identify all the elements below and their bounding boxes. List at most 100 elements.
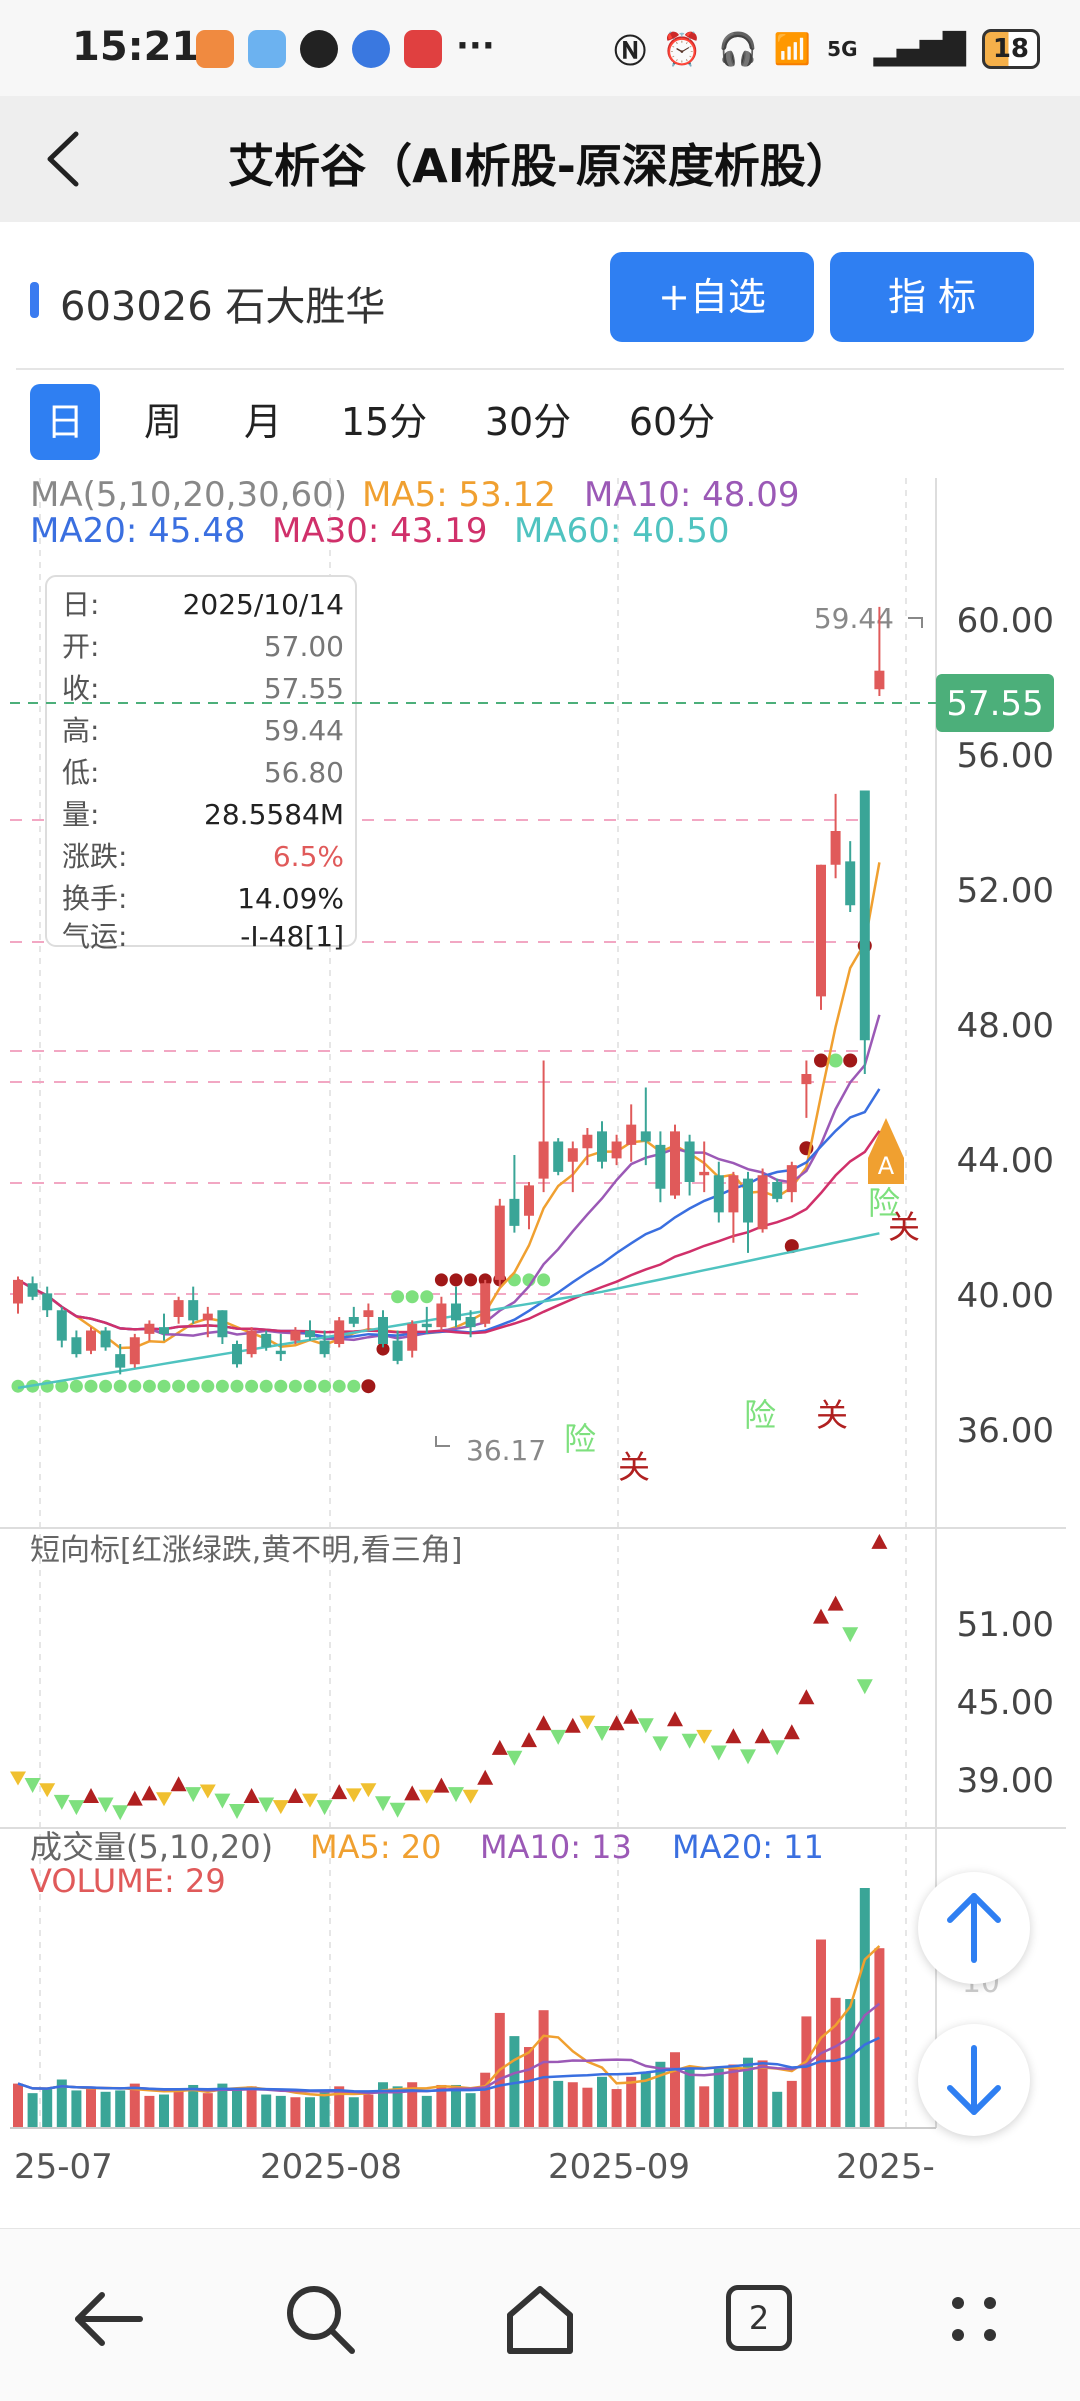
nav-home-icon[interactable] bbox=[490, 2269, 590, 2369]
short-indicator-triangle bbox=[141, 1785, 158, 1801]
risk-dot bbox=[245, 1379, 259, 1393]
volume-bar bbox=[801, 2016, 812, 2128]
volume-bar bbox=[772, 2091, 783, 2128]
nav-back-icon[interactable] bbox=[58, 2269, 158, 2369]
info-value: 14.09% bbox=[237, 882, 344, 915]
current-price-tag-bg bbox=[936, 674, 1054, 732]
nav-menu-icon[interactable] bbox=[924, 2269, 1024, 2369]
candle-body bbox=[42, 1293, 53, 1311]
short-indicator-triangle bbox=[754, 1728, 771, 1744]
info-key: 气运: bbox=[62, 920, 127, 953]
current-price-tag: 57.55 bbox=[946, 684, 1043, 724]
status-right: Ⓝ ⏰ 🎧 📶 5G ▂▄▆█ 18 bbox=[614, 26, 1040, 72]
indicator-button[interactable]: 指 标 bbox=[830, 252, 1034, 342]
volume-bar bbox=[392, 2086, 403, 2128]
close-dot bbox=[376, 1342, 390, 1356]
tab-15min[interactable]: 15分 bbox=[340, 400, 428, 444]
candle-body bbox=[684, 1141, 695, 1182]
info-key: 涨跌: bbox=[62, 840, 127, 873]
candle-body bbox=[305, 1330, 315, 1338]
short-indicator-triangle bbox=[769, 1740, 786, 1756]
qq-icon bbox=[300, 30, 338, 68]
volume-bar bbox=[743, 2057, 753, 2128]
wifi-icon: 📶 bbox=[773, 31, 812, 67]
arrow-up-icon bbox=[947, 1893, 1001, 1963]
tab-day[interactable]: 日 bbox=[30, 384, 100, 460]
risk-dot bbox=[201, 1379, 215, 1393]
short-indicator-triangle bbox=[418, 1789, 435, 1804]
volume-bar bbox=[202, 2093, 213, 2128]
risk-dot bbox=[113, 1379, 127, 1393]
volume-bar bbox=[699, 2086, 710, 2128]
ma10-legend: MA10: 48.09 bbox=[584, 475, 799, 515]
short-indicator-label: 短向标[红涨绿跌,黄不明,看三角] bbox=[30, 1533, 462, 1568]
candle-body bbox=[13, 1279, 23, 1304]
short-indicator-triangle bbox=[375, 1796, 391, 1812]
volume-bar bbox=[582, 2087, 593, 2128]
candle-body bbox=[217, 1310, 228, 1338]
candle-body bbox=[743, 1178, 753, 1223]
short-indicator-triangle bbox=[83, 1788, 99, 1803]
tab-60min[interactable]: 60分 bbox=[628, 400, 716, 444]
volume-bar bbox=[334, 2086, 345, 2128]
volume-bar bbox=[538, 2010, 549, 2128]
candle-body bbox=[363, 1310, 374, 1317]
ma30-line bbox=[17, 1130, 881, 1335]
candle-body bbox=[71, 1337, 82, 1355]
ma20-legend: MA20: 45.48 bbox=[30, 511, 245, 551]
close-dot bbox=[361, 1379, 376, 1394]
network-type: 5G bbox=[827, 37, 858, 61]
short-indicator-series bbox=[10, 1533, 888, 1821]
scroll-up-button[interactable] bbox=[918, 1872, 1030, 1984]
candle-body bbox=[567, 1148, 578, 1162]
risk-dot bbox=[11, 1379, 25, 1393]
candle-body bbox=[480, 1283, 491, 1324]
volume-bar bbox=[655, 2061, 666, 2128]
volume-bar bbox=[611, 2089, 622, 2128]
info-box: 日: 2025/10/14 开: 57.00 收: 57.55 高: 59.44… bbox=[45, 575, 357, 953]
candle-body bbox=[494, 1205, 505, 1280]
stock-chart[interactable]: MA(5,10,20,30,60) MA5: 53.12 MA10: 48.09… bbox=[0, 468, 1080, 2228]
tab-30min[interactable]: 30分 bbox=[484, 400, 572, 444]
candle-body bbox=[451, 1303, 461, 1321]
tab-week[interactable]: 周 bbox=[143, 400, 182, 444]
short-tick: 45.00 bbox=[957, 1683, 1054, 1723]
short-indicator-triangle bbox=[710, 1745, 727, 1761]
tab-month[interactable]: 月 bbox=[243, 400, 282, 444]
risk-dot bbox=[537, 1273, 551, 1287]
candle-body bbox=[524, 1185, 534, 1216]
candle-body bbox=[246, 1330, 257, 1355]
ma30-legend: MA30: 43.19 bbox=[272, 511, 487, 551]
candle-body bbox=[378, 1317, 388, 1344]
candle-body bbox=[407, 1323, 418, 1351]
candle-body bbox=[261, 1333, 272, 1348]
short-indicator-triangle bbox=[199, 1784, 216, 1799]
short-indicator-triangle bbox=[404, 1785, 421, 1801]
volume-bar bbox=[830, 1997, 841, 2128]
add-watchlist-button[interactable]: +自选 bbox=[610, 252, 814, 342]
alarm-icon: ⏰ bbox=[662, 30, 702, 68]
candle-body bbox=[421, 1323, 432, 1328]
candle-body bbox=[27, 1283, 38, 1297]
short-indicator-triangle bbox=[491, 1739, 508, 1755]
stock-app-icon bbox=[404, 30, 442, 68]
risk-dot bbox=[405, 1290, 419, 1304]
risk-dot bbox=[69, 1379, 83, 1393]
price-tick: 52.00 bbox=[957, 871, 1054, 911]
x-tick: 2025-08 bbox=[260, 2147, 402, 2187]
volume-bar bbox=[407, 2082, 418, 2128]
volume-bar bbox=[553, 2080, 564, 2128]
back-arrow-icon[interactable] bbox=[36, 126, 96, 192]
volume-bar bbox=[363, 2094, 374, 2128]
volume-bar bbox=[845, 1999, 856, 2128]
risk-dot bbox=[157, 1379, 171, 1393]
candle-body bbox=[597, 1131, 607, 1162]
battery-indicator: 18 bbox=[981, 29, 1040, 69]
nav-tabs-button[interactable]: 2 bbox=[726, 2285, 792, 2351]
scroll-down-button[interactable] bbox=[918, 2024, 1030, 2136]
bottom-nav: 2 bbox=[0, 2228, 1080, 2401]
candle-body bbox=[830, 831, 841, 865]
nav-search-icon[interactable] bbox=[270, 2269, 370, 2369]
candle-body bbox=[115, 1354, 126, 1368]
info-value: 57.55 bbox=[264, 672, 344, 705]
